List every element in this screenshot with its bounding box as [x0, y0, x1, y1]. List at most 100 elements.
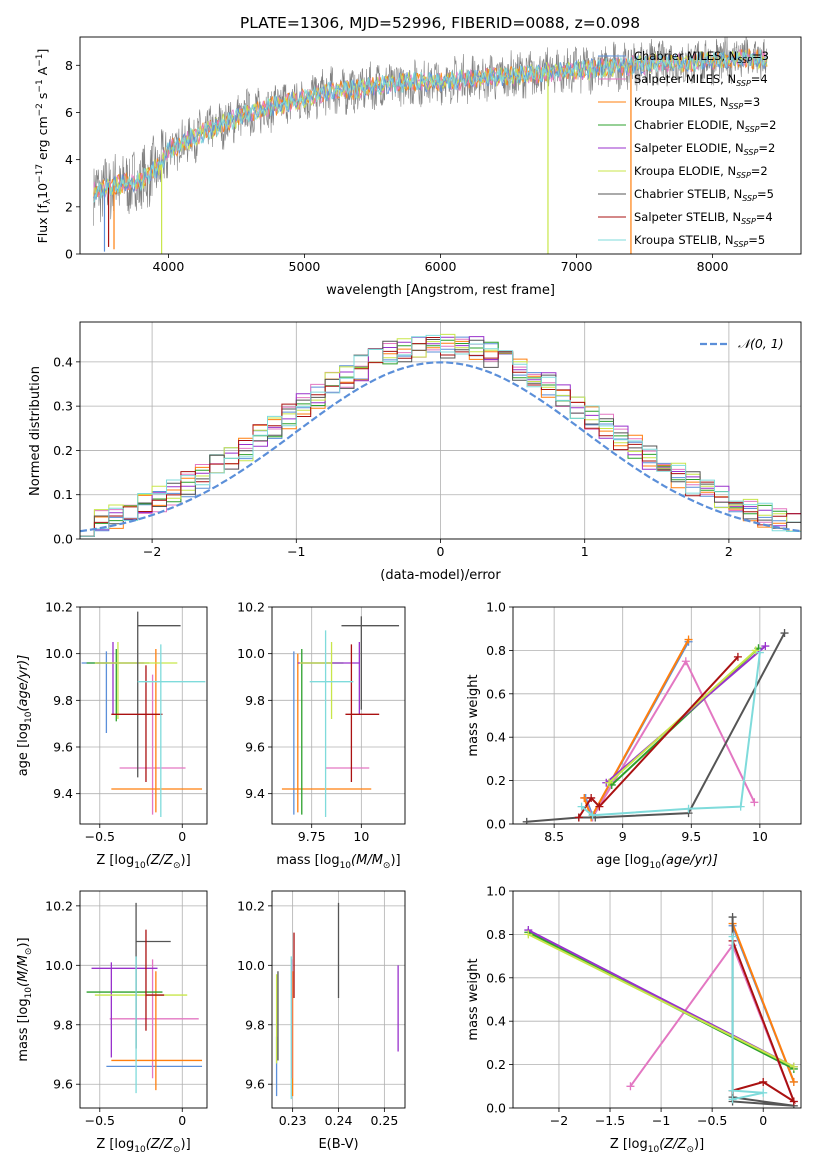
x-tick-label: 5000: [289, 259, 321, 274]
y-tick-label: 10.2: [237, 600, 265, 615]
x-tick-label: 0.24: [325, 1113, 353, 1128]
y-tick-label: 10.2: [45, 600, 73, 615]
axes-frame: [79, 36, 802, 255]
x-tick-label: −2: [143, 544, 161, 559]
y-axis-label: age [log10(age/yr)]: [16, 655, 34, 777]
x-tick-label: 8000: [697, 259, 729, 274]
y-axis-label: mass weight: [466, 674, 481, 756]
x-tick-label: 0.23: [279, 1113, 307, 1128]
x-tick-label: 9.75: [298, 829, 326, 844]
series-point: [605, 778, 613, 787]
x-tick-label: 9.5: [681, 829, 701, 844]
y-tick-label: 0.2: [486, 773, 506, 788]
x-tick-label: 10: [353, 829, 369, 844]
series-salpeter-miles: [580, 657, 759, 822]
x-axis-label: Z [log10(Z/Z⊙)]: [96, 853, 190, 871]
legend-entry: Kroupa ELODIE, NSSP=2: [634, 164, 768, 180]
legend-entry: Salpeter MILES, NSSP=4: [634, 72, 768, 88]
chart-age-vs-mass: 9.75 10 9.4 9.6 9.8 10.0 10.2 mass [log10(M/M⊙)…: [237, 600, 406, 871]
legend-entry: Salpeter ELODIE, NSSP=2: [634, 141, 775, 157]
x-tick-label: −0.5: [697, 1113, 727, 1128]
series-point: [789, 1062, 798, 1071]
errorbar-kroupa-elodie: [299, 642, 333, 719]
x-tick-label: 7000: [561, 259, 593, 274]
series-point: [524, 930, 533, 939]
x-tick-label: 8.5: [544, 829, 564, 844]
series-point: [780, 629, 789, 638]
series-point: [626, 1082, 635, 1091]
series-kroupa-stelib: [728, 932, 768, 1104]
plot-area: [80, 891, 207, 1108]
plot-area: [80, 322, 801, 539]
plot-area: [80, 607, 207, 824]
axes-frame: [271, 890, 406, 1109]
chart-weight-vs-age: 8.5 9 9.5 10 0.0 0.2 0.4 0.6 0.8 1.0 age [log10(ag…: [466, 600, 802, 871]
series-point: [574, 813, 583, 822]
series-point: [728, 932, 737, 941]
y-tick-label: 0.2: [53, 443, 73, 458]
errorbar-kroupa-miles: [111, 971, 203, 1091]
y-tick-label: 9.8: [53, 1017, 73, 1032]
series-point: [684, 804, 693, 813]
axes-frame: [79, 321, 802, 540]
y-tick-label: 10.0: [45, 646, 73, 661]
errorbar-kroupa-miles: [111, 649, 203, 813]
x-tick-label: 0: [178, 829, 186, 844]
y-tick-label: 0.4: [53, 354, 73, 369]
y-tick-label: 0.4: [486, 1014, 506, 1029]
errorbar-salpeter-stelib: [111, 665, 163, 782]
model-spectrum-kroupa-stelib: [93, 49, 768, 203]
y-tick-label: 9.8: [245, 693, 265, 708]
axes-frame: [512, 606, 802, 825]
legend-entry: Chabrier STELIB, NSSP=5: [634, 187, 774, 203]
errorbar-kroupa-stelib: [137, 644, 206, 817]
observed-spectrum-line: [93, 37, 768, 226]
y-tick-label: 9.4: [245, 786, 265, 801]
plot-area: [272, 891, 405, 1108]
legend-entry: Chabrier ELODIE, NSSP=2: [634, 118, 776, 134]
y-axis-label: Normed distribution: [28, 366, 43, 496]
x-axis-label: age [log10(age/yr)]: [596, 853, 718, 871]
series-line: [577, 656, 739, 819]
y-tick-label: 0.6: [486, 970, 506, 985]
chart-age-vs-z: −0.5 0 9.4 9.6 9.8 10.0 10.2 Z [log10(Z/Z⊙)] age…: [16, 600, 208, 871]
legend: Chabrier MILES, NSSP=3 Salpeter MILES, NS…: [598, 49, 776, 249]
series-point: [759, 1077, 768, 1086]
x-tick-label: −2: [550, 1113, 568, 1128]
axes-frame: [271, 606, 406, 825]
x-tick-label: 4000: [153, 259, 185, 274]
series-point: [755, 648, 764, 657]
y-tick-label: 10.0: [237, 646, 265, 661]
series-point: [681, 657, 690, 666]
errorbar-salpeter-miles: [109, 959, 199, 1079]
series-point: [750, 798, 759, 807]
y-tick-label: 9.6: [53, 740, 73, 755]
series-line: [731, 936, 764, 1101]
chart-mass-vs-ebv: 0.23 0.24 0.25 9.6 9.8 10.0 10.2 E(B-V): [237, 890, 406, 1152]
series-point: [580, 793, 589, 802]
y-axis-label: mass [log10(M/M⊙)]: [16, 937, 34, 1061]
axes-frame: [512, 890, 802, 1109]
x-tick-label: 0.25: [370, 1113, 398, 1128]
series-chabrier-miles: [581, 637, 693, 820]
x-tick-label: 6000: [425, 259, 457, 274]
series-point: [761, 642, 770, 651]
x-tick-label: 10: [752, 829, 768, 844]
series-point: [728, 1095, 737, 1104]
y-tick-label: 0.2: [486, 1057, 506, 1072]
series-point: [789, 1077, 798, 1086]
plot-area: [513, 607, 801, 824]
chart-residuals: −2 −1 0 1 2 0.0 0.1 0.2 0.3 0.4 (data-model)/error…: [28, 321, 802, 583]
series-point: [577, 802, 586, 811]
y-tick-label: 1.0: [486, 600, 506, 615]
plot-area: [272, 607, 405, 824]
x-tick-label: −1: [652, 1113, 670, 1128]
legend-entry: Chabrier MILES, NSSP=3: [634, 49, 769, 65]
y-tick-label: 0.8: [486, 927, 506, 942]
y-tick-label: 6: [65, 105, 73, 120]
errorbar-kroupa-elodie: [94, 642, 178, 719]
errorbar-chabrier-stelib: [341, 616, 400, 710]
series-point: [587, 793, 596, 802]
legend-entry: Kroupa STELIB, NSSP=5: [634, 233, 765, 249]
series-point: [736, 802, 745, 811]
